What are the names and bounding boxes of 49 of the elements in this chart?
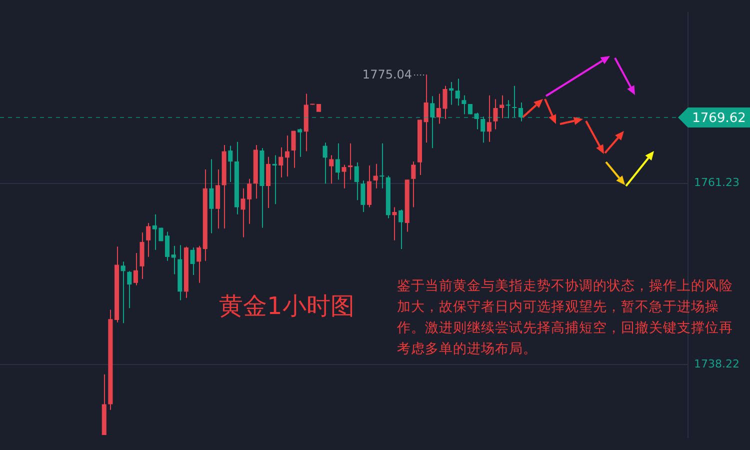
candlestick	[455, 78, 460, 106]
annotation: 鉴于当前黄金与美指走势不协调的状态，操作上的风险加大，故保守者日内可选择观望先，暂不急于进场操作。激进则继续尝试先择高捕短空，回撤关键支撑位再考虑多单的进场布局。	[397, 278, 733, 357]
candlestick	[146, 222, 151, 258]
candlestick	[392, 206, 397, 241]
ref-line-label: 1769.62	[692, 110, 746, 126]
candlestick	[291, 130, 296, 168]
candlestick	[411, 161, 416, 208]
candlestick	[133, 252, 138, 286]
candlestick	[164, 231, 170, 262]
candlestick	[209, 158, 214, 234]
candlestick	[342, 164, 346, 189]
candlestick	[298, 128, 302, 158]
candlestick	[278, 146, 284, 178]
candlestick	[127, 270, 132, 309]
candlestick	[462, 94, 466, 115]
candlestick	[228, 145, 233, 183]
candlestick	[468, 104, 473, 115]
annotation: 黄金1小时图	[219, 291, 354, 322]
candlestick	[430, 96, 435, 149]
candlestick	[506, 100, 510, 119]
candlestick	[512, 85, 517, 118]
y-tick-label: 1761.23	[694, 176, 740, 190]
candlestick	[518, 102, 524, 122]
candlestick	[335, 142, 340, 180]
candlestick	[120, 261, 126, 324]
candlestick	[366, 164, 372, 208]
candlestick	[284, 135, 290, 178]
candlestick	[190, 246, 195, 276]
candlestick	[500, 94, 504, 119]
candlestick	[171, 245, 176, 275]
candlestick	[266, 156, 271, 209]
candlestick	[398, 209, 404, 250]
candlestick	[196, 245, 202, 284]
candlestick	[272, 154, 277, 205]
candlestick	[480, 116, 486, 144]
candlestick	[486, 94, 492, 142]
candlestick	[373, 163, 378, 189]
y-tick-label: 1738.22	[694, 358, 740, 371]
candlestick	[360, 180, 366, 212]
candlestick	[474, 112, 479, 130]
candlestick	[424, 74, 428, 144]
candlestick	[380, 142, 384, 189]
annotation: 1775.04	[362, 68, 412, 82]
candlestick	[354, 162, 359, 201]
candlestick	[493, 98, 498, 130]
candlestick	[322, 142, 328, 184]
candlestick	[348, 142, 353, 180]
candlestick	[329, 154, 334, 184]
candlestick	[215, 168, 220, 230]
